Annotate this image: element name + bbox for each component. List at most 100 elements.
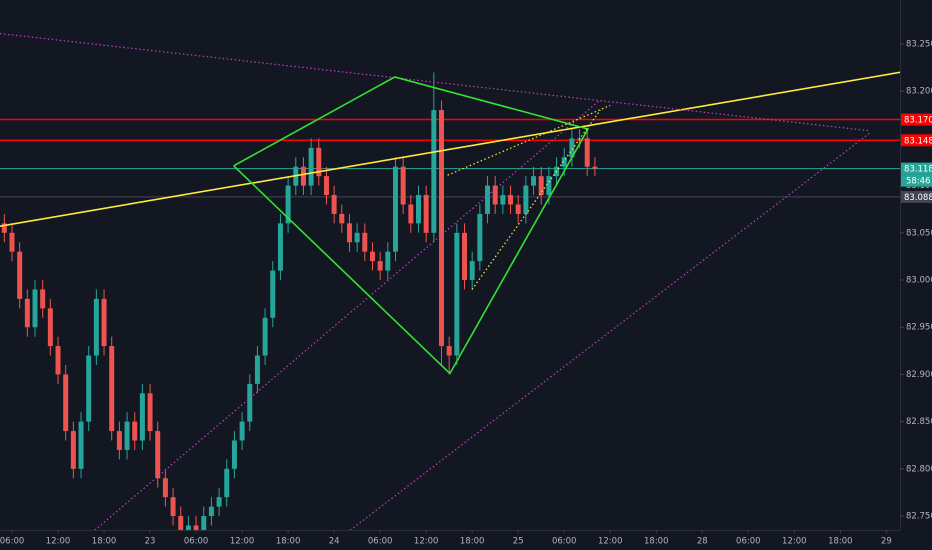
- countdown-box: [901, 174, 932, 187]
- x-tick-label: 18:00: [460, 537, 485, 547]
- candle-body: [515, 204, 521, 214]
- x-tick-label: 25: [513, 537, 524, 547]
- y-tick-label: 82.750: [906, 512, 932, 522]
- candle-body: [63, 374, 69, 432]
- y-tick-label: 83.250: [906, 39, 932, 49]
- trend-line: [94, 99, 601, 530]
- candle-body: [224, 468, 230, 498]
- candle-body: [201, 516, 207, 530]
- x-tick-label: 18:00: [644, 537, 669, 547]
- y-tick-label: 83.000: [906, 276, 932, 286]
- candle-body: [32, 289, 38, 328]
- candle-body: [592, 166, 598, 169]
- price-label-box: [901, 190, 932, 203]
- candle-body: [239, 421, 245, 441]
- candle-body: [454, 232, 460, 356]
- candle-body: [446, 346, 452, 356]
- candle-body: [531, 176, 537, 186]
- candle-body: [216, 497, 222, 507]
- x-tick-label: 28: [697, 537, 708, 547]
- candle-body: [78, 421, 84, 469]
- candle-body: [508, 195, 514, 205]
- candle-body: [47, 308, 53, 347]
- y-tick-label: 83.050: [906, 228, 932, 238]
- candle-body: [439, 110, 444, 347]
- candle-body: [17, 251, 23, 299]
- candle-body: [193, 525, 199, 530]
- candle-body: [1, 223, 7, 233]
- candle-body: [354, 232, 360, 243]
- candle-body: [408, 204, 414, 224]
- candle-body: [523, 185, 529, 214]
- candle-body: [385, 251, 391, 271]
- candle-body: [308, 147, 314, 186]
- candle-body: [416, 195, 421, 224]
- x-tick-label: 06:00: [368, 537, 393, 547]
- candle-body: [492, 185, 498, 205]
- candle-body: [316, 147, 322, 177]
- candle-body: [331, 195, 337, 214]
- candle-body: [538, 176, 544, 196]
- candle-body: [185, 525, 191, 530]
- x-tick-label: 06:00: [552, 537, 577, 547]
- price-label: 83.118: [904, 165, 932, 175]
- x-tick-label: 06:00: [736, 537, 761, 547]
- trend-line: [233, 76, 590, 375]
- candle-body: [377, 261, 383, 271]
- x-tick-label: 18:00: [828, 537, 853, 547]
- candle-body: [423, 195, 429, 233]
- candle-body: [9, 232, 15, 252]
- candle-body: [584, 138, 590, 167]
- plot-area: [0, 33, 900, 530]
- candle-body: [101, 298, 107, 347]
- candle-body: [247, 383, 253, 422]
- candle-body: [109, 346, 115, 432]
- candle-body: [285, 185, 291, 224]
- x-tick-label: 24: [329, 537, 340, 547]
- candle-body: [300, 166, 306, 186]
- candle-body: [70, 431, 76, 469]
- candle-body: [400, 166, 406, 205]
- price-label: 83.170: [904, 116, 932, 126]
- candle-body: [462, 232, 468, 281]
- candle-body: [24, 298, 30, 328]
- axes: 83.25083.20083.15083.10083.05083.00082.9…: [0, 39, 932, 547]
- price-label-box: [901, 134, 932, 147]
- candle-body: [262, 317, 268, 356]
- x-tick-label: 12:00: [230, 537, 255, 547]
- price-label-box: [901, 162, 932, 175]
- candle-body: [346, 223, 352, 243]
- candle-body: [339, 213, 345, 224]
- candle-body: [561, 157, 567, 167]
- trend-line: [471, 109, 601, 290]
- candle-body: [485, 185, 491, 214]
- candle-body: [208, 506, 214, 517]
- y-tick-label: 82.800: [906, 464, 932, 474]
- x-tick-label: 12:00: [414, 537, 439, 547]
- candle-body: [155, 431, 161, 479]
- trend-line: [447, 104, 611, 176]
- countdown: 58:46: [906, 177, 931, 187]
- trend-line: [0, 71, 900, 227]
- candle-body: [139, 393, 145, 441]
- y-tick-label: 82.950: [906, 323, 932, 333]
- x-tick-label: 06:00: [184, 537, 209, 547]
- candle-body: [477, 213, 483, 262]
- x-tick-label: 12:00: [782, 537, 807, 547]
- y-tick-label: 82.850: [906, 417, 932, 427]
- candle-body: [116, 431, 122, 450]
- trend-line: [349, 132, 871, 530]
- candle-body: [569, 138, 575, 158]
- candle-body: [93, 298, 99, 356]
- candle-body: [55, 346, 61, 375]
- x-tick-label: 18:00: [276, 537, 301, 547]
- candle-body: [132, 421, 138, 441]
- candle-body: [40, 289, 46, 309]
- x-tick-label: 06:00: [0, 537, 24, 547]
- x-tick-label: 23: [145, 537, 156, 547]
- price-label: 83.088: [904, 193, 932, 203]
- candle-body: [270, 270, 276, 318]
- candle-body: [500, 195, 506, 205]
- y-tick-label: 83.200: [906, 87, 932, 97]
